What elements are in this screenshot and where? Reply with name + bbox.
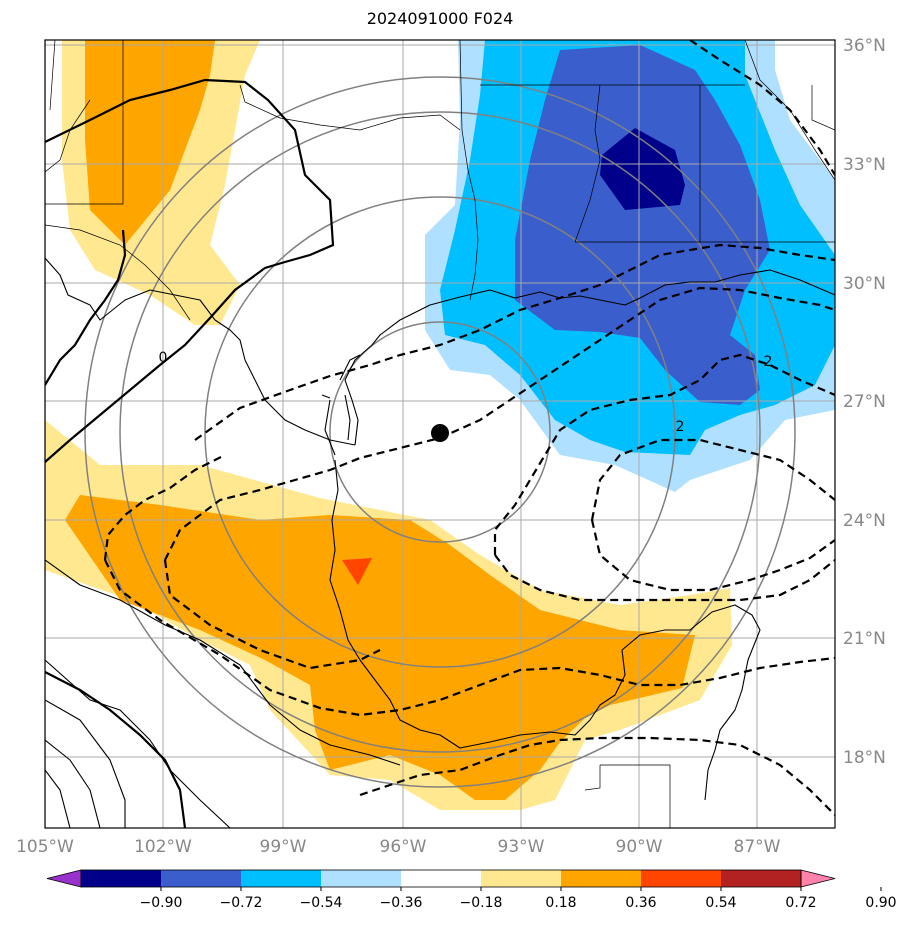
- contour-label-two-lower: 2: [676, 419, 685, 435]
- colorbar-swatch: [561, 870, 642, 887]
- colorbar-tick-label: −0.54: [300, 895, 343, 911]
- ne-royal-blue-area: [515, 45, 770, 405]
- s-red-orange-area: [342, 558, 372, 585]
- colorbar-tick-label: −0.18: [460, 895, 503, 911]
- colorbar-swatch: [401, 870, 482, 887]
- colorbar-tick-label: −0.90: [140, 895, 183, 911]
- colorbar-tick-label: 0.90: [865, 895, 896, 911]
- lon-label-93w: 93°W: [498, 837, 545, 857]
- contour-label-zero: 0: [159, 350, 168, 366]
- colorbar-extension-low: [46, 869, 82, 888]
- storm-center-marker: [431, 424, 449, 442]
- contour-label-two-upper: 2: [764, 354, 773, 370]
- nw-orange-area: [85, 40, 215, 245]
- colorbar-frame: [80, 869, 802, 888]
- colorbar-swatch: [161, 870, 242, 887]
- map-area: [45, 40, 835, 828]
- map-frame: [44, 39, 836, 829]
- colorbar-tick-label: 0.18: [545, 895, 576, 911]
- longitude-labels: 105°W 102°W 99°W 96°W 93°W 90°W 87°W: [16, 837, 781, 857]
- lat-label-24n: 24°N: [843, 511, 886, 531]
- colorbar-swatch: [481, 870, 562, 887]
- lon-label-105w: 105°W: [16, 837, 74, 857]
- dashed-contours: [103, 40, 835, 816]
- lat-label-30n: 30°N: [843, 274, 886, 294]
- lat-label-33n: 33°N: [843, 155, 886, 175]
- range-rings: [84, 76, 796, 788]
- ne-navy-area: [600, 128, 685, 210]
- colorbar-tick-label: −0.36: [380, 895, 423, 911]
- colorbar-tick-label: 0.36: [625, 895, 656, 911]
- colorbar: −0.90 −0.72 −0.54 −0.36 −0.18 0.18 0.36 0.54 0.7…: [46, 869, 897, 911]
- lon-label-102w: 102°W: [134, 837, 192, 857]
- graticule: [45, 40, 835, 828]
- lat-label-18n: 18°N: [843, 748, 886, 768]
- lon-label-90w: 90°W: [616, 837, 663, 857]
- colorbar-tick-label: 0.72: [785, 895, 816, 911]
- lat-label-21n: 21°N: [843, 629, 886, 649]
- lon-label-87w: 87°W: [734, 837, 781, 857]
- lon-label-99w: 99°W: [260, 837, 307, 857]
- colorbar-tick-label: −0.72: [220, 895, 263, 911]
- s-orange-area: [65, 495, 695, 800]
- colorbar-swatch: [241, 870, 322, 887]
- lon-label-96w: 96°W: [380, 837, 427, 857]
- colorbar-swatch: [721, 870, 802, 887]
- colorbar-swatch: [321, 870, 402, 887]
- latitude-labels: 36°N 33°N 30°N 27°N 24°N 21°N 18°N: [843, 36, 886, 768]
- solid-contours: [45, 78, 335, 828]
- lat-label-36n: 36°N: [843, 36, 886, 56]
- colorbar-extension-high: [800, 869, 836, 888]
- colorbar-swatch: [641, 870, 722, 887]
- coastlines-and-borders: [45, 40, 835, 828]
- lat-label-27n: 27°N: [843, 392, 886, 412]
- colorbar-swatch: [81, 870, 162, 887]
- colorbar-tick-label: 0.54: [705, 895, 736, 911]
- map-title: 2024091000 F024: [366, 9, 514, 28]
